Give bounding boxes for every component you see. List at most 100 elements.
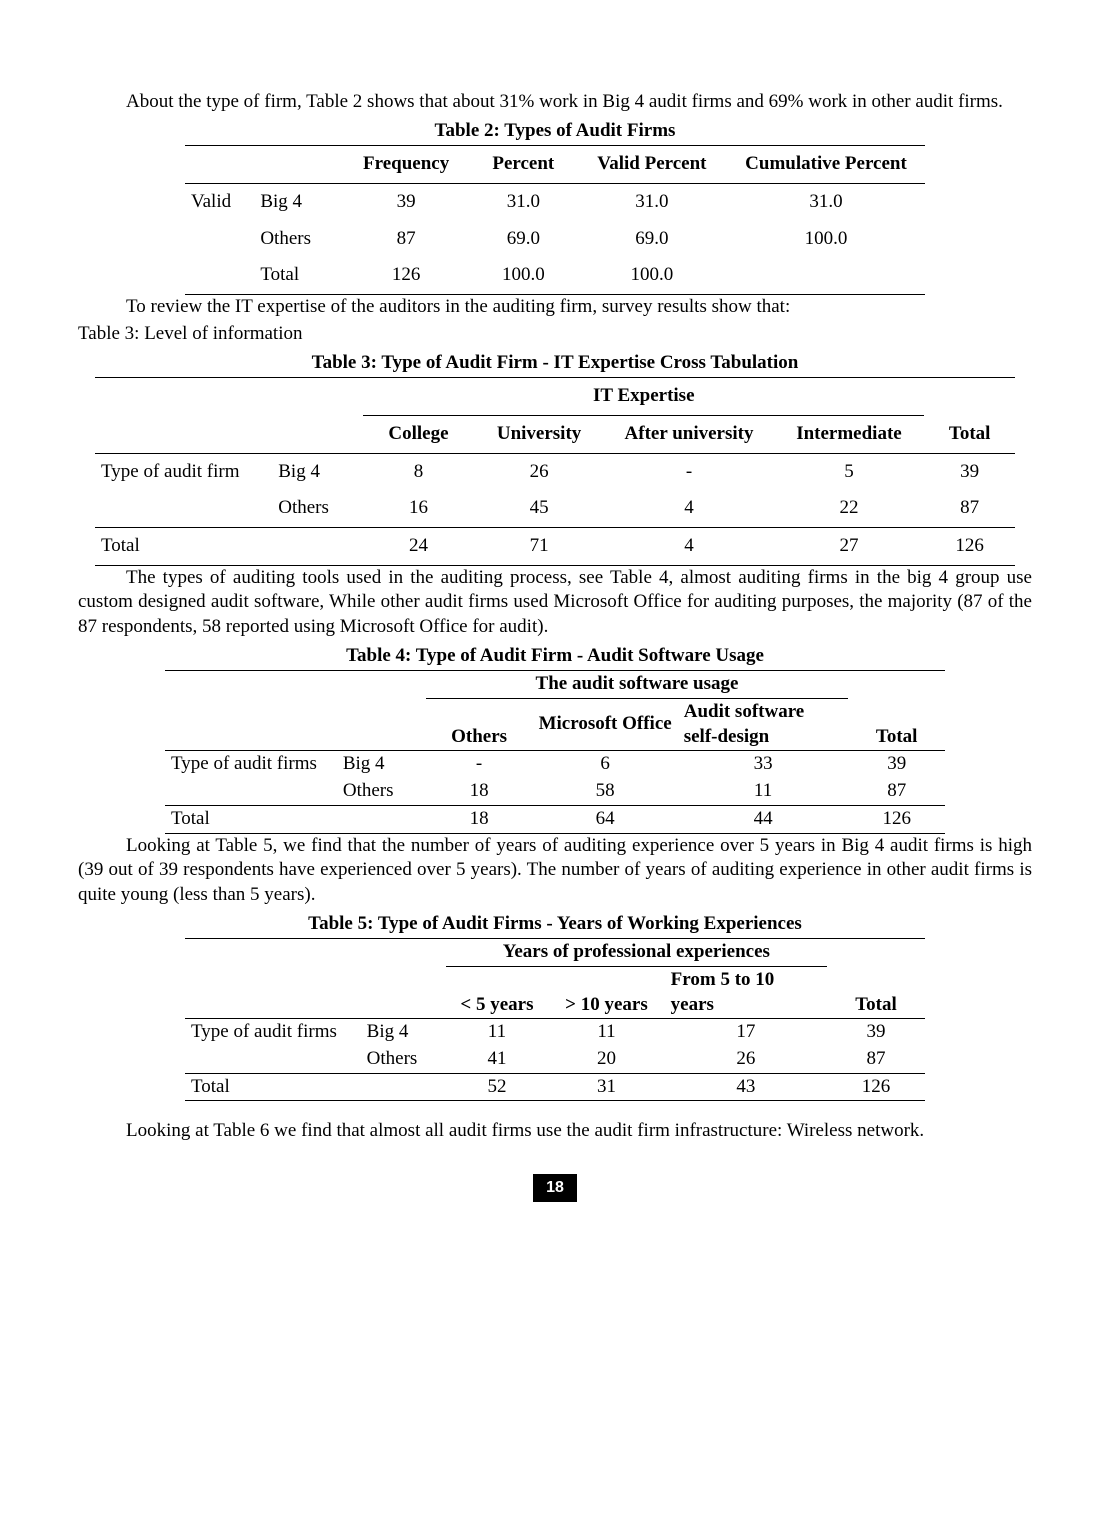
- cell: 11: [446, 1019, 549, 1046]
- cell: 100.0: [577, 257, 727, 294]
- cell: 39: [827, 1019, 925, 1046]
- table4-h-total: Total: [848, 699, 945, 751]
- paragraph-2b: Table 3: Level of information: [78, 322, 1032, 347]
- cell: [185, 257, 254, 294]
- table5-h-total: Total: [827, 966, 925, 1018]
- table3-super-header-label: IT Expertise: [363, 378, 924, 416]
- cell: Others: [272, 490, 363, 527]
- cell: [165, 778, 337, 805]
- cell: 31.0: [577, 184, 727, 221]
- table4-h-others: Others: [426, 699, 533, 751]
- cell: 31: [548, 1073, 664, 1101]
- cell: Total: [185, 1073, 361, 1101]
- cell: Type of audit firms: [185, 1019, 361, 1046]
- cell: Type of audit firm: [95, 453, 272, 490]
- cell: 17: [665, 1019, 827, 1046]
- table3: IT Expertise College University After un…: [95, 377, 1015, 565]
- table5-h-5to10: From 5 to 10 years: [665, 966, 827, 1018]
- table4-h-c1: [337, 699, 426, 751]
- cell: 71: [474, 527, 605, 565]
- cell: 87: [827, 1046, 925, 1073]
- paragraph-5: Looking at Table 6 we find that almost a…: [78, 1119, 1032, 1144]
- table4-title: Table 4: Type of Audit Firm - Audit Soft…: [78, 644, 1032, 669]
- cell: -: [604, 453, 773, 490]
- table3-h-after-university: After university: [604, 415, 773, 453]
- cell: 44: [678, 805, 849, 833]
- cell: [727, 257, 925, 294]
- cell: [185, 1046, 361, 1073]
- table3-h-intermediate: Intermediate: [774, 415, 925, 453]
- cell: 87: [342, 221, 469, 258]
- table-row: Type of audit firms Big 4 11 11 17 39: [185, 1019, 925, 1046]
- cell: 100.0: [727, 221, 925, 258]
- cell: 100.0: [470, 257, 577, 294]
- table4-header-row: Others Microsoft Office Audit software s…: [165, 699, 945, 751]
- cell: [337, 805, 426, 833]
- table4-h-c0: [165, 699, 337, 751]
- cell: 4: [604, 527, 773, 565]
- cell: 26: [474, 453, 605, 490]
- cell: 126: [342, 257, 469, 294]
- table3-h-college: College: [363, 415, 474, 453]
- cell: 43: [665, 1073, 827, 1101]
- cell: Big 4: [272, 453, 363, 490]
- cell: [95, 490, 272, 527]
- table3-title: Table 3: Type of Audit Firm - IT Experti…: [78, 351, 1032, 376]
- table2-h-valid-percent: Valid Percent: [577, 146, 727, 184]
- cell: Total: [165, 805, 337, 833]
- cell: Others: [337, 778, 426, 805]
- table5-h-gt10: > 10 years: [548, 966, 664, 1018]
- table5: Years of professional experiences < 5 ye…: [185, 938, 925, 1101]
- paragraph-4: Looking at Table 5, we find that the num…: [78, 834, 1032, 908]
- table-row: Others 87 69.0 69.0 100.0: [185, 221, 925, 258]
- page-number: 18: [533, 1174, 577, 1202]
- cell: [272, 527, 363, 565]
- cell: 22: [774, 490, 925, 527]
- table4: The audit software usage Others Microsof…: [165, 670, 945, 833]
- cell: 16: [363, 490, 474, 527]
- table5-title: Table 5: Type of Audit Firms - Years of …: [78, 912, 1032, 937]
- table-row: Total 126 100.0 100.0: [185, 257, 925, 294]
- table5-h-lt5: < 5 years: [446, 966, 549, 1018]
- cell: Type of audit firms: [165, 751, 337, 778]
- cell: 26: [665, 1046, 827, 1073]
- table5-header-row: < 5 years > 10 years From 5 to 10 years …: [185, 966, 925, 1018]
- table4-super-header-label: The audit software usage: [426, 671, 849, 699]
- cell: 87: [924, 490, 1015, 527]
- table2-h-frequency: Frequency: [342, 146, 469, 184]
- table-row: Type of audit firms Big 4 - 6 33 39: [165, 751, 945, 778]
- cell: 8: [363, 453, 474, 490]
- table4-h-ms-office: Microsoft Office: [533, 699, 678, 751]
- cell: 126: [827, 1073, 925, 1101]
- table-row: Total 24 71 4 27 126: [95, 527, 1015, 565]
- table-row: Type of audit firm Big 4 8 26 - 5 39: [95, 453, 1015, 490]
- cell: 4: [604, 490, 773, 527]
- table3-h-university: University: [474, 415, 605, 453]
- cell: Total: [254, 257, 342, 294]
- cell: 11: [548, 1019, 664, 1046]
- cell: 39: [342, 184, 469, 221]
- table3-super-header: IT Expertise: [95, 378, 1015, 416]
- table3-header-row: College University After university Inte…: [95, 415, 1015, 453]
- cell: 27: [774, 527, 925, 565]
- cell: 126: [848, 805, 945, 833]
- table2-h-cumulative: Cumulative Percent: [727, 146, 925, 184]
- table-row: Valid Big 4 39 31.0 31.0 31.0: [185, 184, 925, 221]
- cell: Big 4: [361, 1019, 446, 1046]
- table5-super-header: Years of professional experiences: [185, 939, 925, 967]
- table-row: Total 52 31 43 126: [185, 1073, 925, 1101]
- table5-h-c0: [185, 966, 361, 1018]
- table2-header-row: Frequency Percent Valid Percent Cumulati…: [185, 146, 925, 184]
- cell: Others: [254, 221, 342, 258]
- cell: 31.0: [727, 184, 925, 221]
- cell: 5: [774, 453, 925, 490]
- table3-h-c1: [272, 415, 363, 453]
- table4-super-header: The audit software usage: [165, 671, 945, 699]
- table4-h-self-design: Audit software self-design: [678, 699, 849, 751]
- cell: 52: [446, 1073, 549, 1101]
- cell: 20: [548, 1046, 664, 1073]
- cell: Total: [95, 527, 272, 565]
- table2-h-c0: [185, 146, 254, 184]
- paragraph-2a: To review the IT expertise of the audito…: [78, 295, 1032, 320]
- cell: 41: [446, 1046, 549, 1073]
